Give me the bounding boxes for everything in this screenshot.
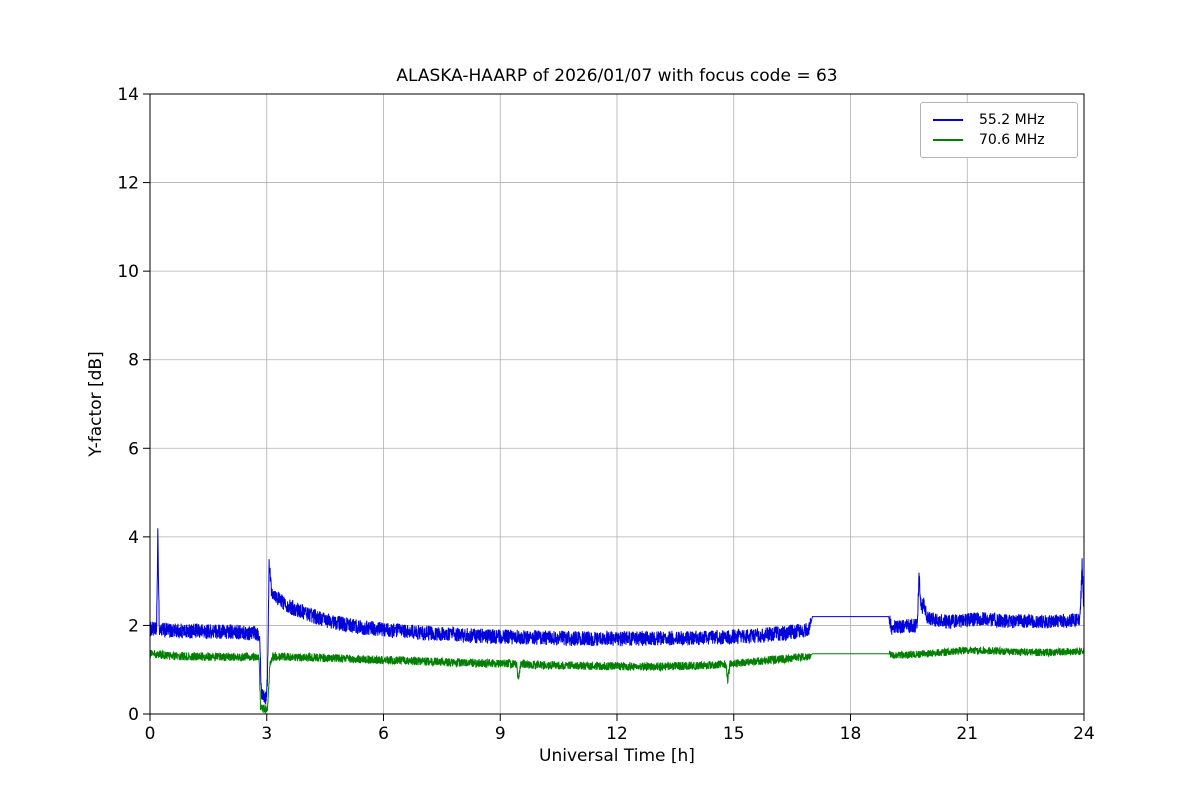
series-line-0	[150, 528, 1084, 705]
x-tick-label: 0	[145, 724, 156, 744]
x-tick-label: 12	[606, 724, 628, 744]
legend-swatch-green	[933, 139, 963, 141]
legend-label: 70.6 MHz	[979, 132, 1045, 148]
series-line-1	[150, 645, 1084, 714]
y-tick-label: 10	[117, 262, 139, 282]
x-tick-label: 15	[723, 724, 745, 744]
legend-item-55-2-mhz: 55.2 MHz	[929, 110, 1069, 130]
legend-label: 55.2 MHz	[979, 112, 1045, 128]
y-tick-label: 6	[128, 439, 139, 459]
legend-item-70-6-mhz: 70.6 MHz	[929, 130, 1069, 150]
y-tick-label: 12	[117, 174, 139, 194]
legend-swatch-blue	[933, 119, 963, 121]
x-tick-label: 24	[1073, 724, 1095, 744]
x-tick-label: 21	[956, 724, 978, 744]
x-tick-label: 9	[495, 724, 506, 744]
y-tick-label: 0	[128, 705, 139, 725]
y-tick-label: 4	[128, 528, 139, 548]
y-tick-label: 14	[117, 85, 139, 105]
x-tick-label: 18	[840, 724, 862, 744]
axes-border	[149, 93, 1085, 715]
y-tick-label: 2	[128, 616, 139, 636]
y-tick-label: 8	[128, 351, 139, 371]
x-axis-label: Universal Time [h]	[539, 746, 695, 766]
chart-title: ALASKA-HAARP of 2026/01/07 with focus co…	[396, 66, 838, 86]
legend: 55.2 MHz 70.6 MHz	[920, 102, 1078, 158]
x-tick-label: 3	[261, 724, 272, 744]
x-tick-label: 6	[378, 724, 389, 744]
